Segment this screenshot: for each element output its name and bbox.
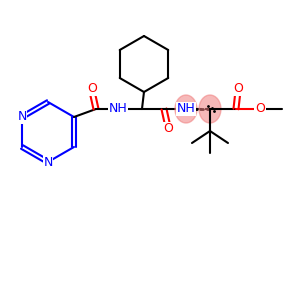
Text: NH: NH xyxy=(109,103,128,116)
Ellipse shape xyxy=(199,95,221,123)
Text: O: O xyxy=(233,82,243,95)
Ellipse shape xyxy=(175,95,197,123)
Text: N: N xyxy=(43,155,53,169)
Text: NH: NH xyxy=(177,103,195,116)
Text: O: O xyxy=(87,82,97,95)
Text: O: O xyxy=(163,122,173,136)
Text: O: O xyxy=(255,103,265,116)
Text: N: N xyxy=(17,110,27,124)
